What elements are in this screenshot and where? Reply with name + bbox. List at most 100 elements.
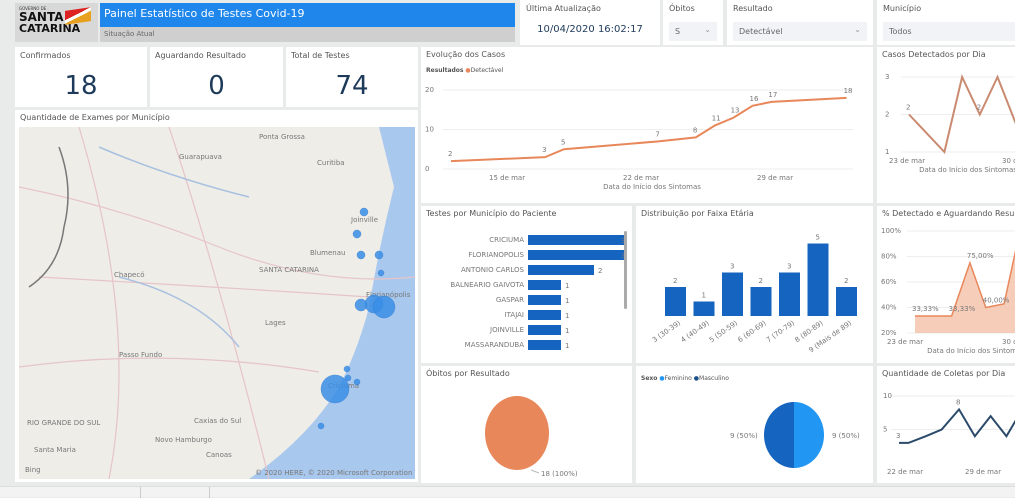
y-tick-label: 20	[425, 86, 434, 94]
bar	[808, 244, 829, 317]
x-tick-label: 23 de mar	[887, 338, 923, 346]
faixa-chart: 23 (30-39)14 (40-49)35 (50-59)26 (60-69)…	[636, 206, 873, 363]
data-label: 2	[759, 277, 763, 285]
data-label: 1	[565, 327, 569, 335]
kpi-label: Total de Testes	[291, 51, 350, 60]
subtitle-bar: Situação Atual	[100, 27, 515, 42]
x-tick-label: 23 de mar	[889, 157, 925, 165]
map-copyright: © 2020 HERE, © 2020 Microsoft Corporatio…	[255, 469, 415, 477]
data-label: 8	[956, 398, 960, 406]
obitos-card: Óbitos por Resultado 18 (100%)	[421, 366, 632, 483]
data-label: 1	[565, 312, 569, 320]
kpi-total-testes: Total de Testes 74	[286, 47, 418, 107]
map-place-label: Guarapuava	[179, 153, 222, 161]
pie-slice-masculino	[764, 402, 794, 468]
category-label: CRICIUMA	[489, 236, 524, 244]
map-place-label: Joinville	[350, 216, 378, 224]
road	[169, 127, 269, 479]
data-label: 1	[565, 282, 569, 290]
page-tab[interactable]	[140, 487, 210, 498]
map-bubble	[318, 423, 324, 429]
chevron-down-icon: ⌄	[704, 25, 711, 34]
y-tick-label: 100%	[881, 227, 901, 235]
x-tick-label: 30 de mar	[1002, 338, 1015, 346]
y-tick-label: 10	[425, 126, 434, 134]
resultado-slicer: Resultado Detectável ⌄	[727, 0, 873, 45]
pct-card: % Detectado e Aguardando Resultado 20%40…	[877, 206, 1015, 363]
map-place-label: RIO GRANDE DO SUL	[27, 419, 100, 427]
coletas-card: Quantidade de Coletas por Dia 51038822 d…	[877, 366, 1015, 483]
category-label: ITAJAI	[505, 311, 524, 319]
data-label: 17	[768, 91, 777, 99]
road	[19, 358, 319, 372]
bar	[528, 340, 561, 350]
map-place-label: Novo Hamburgo	[155, 436, 212, 444]
municipio-chart: CRICIUMA3FLORIANOPOLIS3ANTONIO CARLOS2BA…	[421, 206, 632, 363]
data-label: 16	[750, 95, 759, 103]
municipio-label: Município	[883, 4, 921, 13]
last-update-value: 10/04/2020 16:02:17	[520, 24, 660, 35]
map-bubble	[357, 251, 365, 259]
bar	[528, 310, 561, 320]
last-update-card: Última Atualização 10/04/2020 16:02:17	[520, 0, 660, 45]
y-tick-label: 0	[425, 165, 429, 173]
data-label: 75,00%	[967, 252, 994, 260]
resultado-label: Resultado	[733, 4, 773, 13]
kpi-value: 74	[286, 71, 418, 101]
data-label: 3	[787, 263, 791, 271]
resultado-value: Detectável	[739, 27, 782, 36]
chevron-down-icon: ⌄	[854, 25, 861, 34]
map-place-label: Lages	[265, 319, 286, 327]
last-update-label: Última Atualização	[526, 4, 601, 13]
data-label: 3	[730, 263, 734, 271]
data-label: 9 (50%)	[832, 432, 860, 440]
river	[99, 147, 249, 197]
bar	[722, 273, 743, 317]
map-bubble	[360, 208, 368, 216]
data-label: 2	[448, 150, 452, 158]
x-tick-label: 29 de mar	[965, 468, 1001, 476]
data-label: 1	[565, 342, 569, 350]
y-tick-label: 2	[885, 111, 889, 119]
pie-slice-feminino	[794, 402, 824, 468]
data-label: 18	[844, 87, 853, 95]
map-bubble	[321, 375, 349, 403]
data-label: 18 (100%)	[541, 470, 578, 478]
category-label: 7 (70-79)	[765, 319, 796, 344]
y-tick-label: 5	[883, 426, 887, 434]
kpi-value: 0	[150, 71, 283, 101]
map-bubble	[378, 270, 384, 276]
municipio-dropdown[interactable]: Todos	[883, 22, 1015, 41]
x-tick-label: 15 de mar	[489, 174, 525, 182]
map-place-label: Canoas	[206, 451, 232, 459]
bar	[779, 273, 800, 317]
scrollbar[interactable]	[624, 231, 627, 309]
bar	[528, 325, 561, 335]
leader-line	[531, 470, 539, 473]
map-bubble	[355, 299, 367, 311]
map-title: Quantidade de Exames por Município	[20, 113, 170, 122]
data-label: 40,00%	[983, 297, 1010, 305]
evolucao-card: Evolução dos Casos Resultados ●Detectáve…	[421, 47, 873, 203]
category-label: FLORIANOPOLIS	[468, 251, 524, 259]
obitos-dropdown[interactable]: S⌄	[669, 22, 717, 41]
resultado-dropdown[interactable]: Detectável ⌄	[733, 22, 867, 41]
data-label: 33,33%	[912, 305, 939, 313]
data-label: 3	[542, 146, 546, 154]
y-tick-label: 3	[885, 73, 889, 81]
map-canvas: Ponta GrossaGuarapuavaCuritibaJoinvilleB…	[19, 127, 415, 479]
municipio-slicer: Município Todos	[877, 0, 1015, 45]
category-label: 5 (50-59)	[708, 319, 739, 344]
border-line	[29, 147, 68, 287]
y-tick-label: 60%	[881, 278, 897, 286]
series-line	[899, 409, 1015, 443]
municipio-value: Todos	[889, 27, 912, 36]
category-label: 4 (40-49)	[679, 319, 710, 344]
data-label: 8	[693, 126, 697, 134]
category-label: 6 (60-69)	[736, 319, 767, 344]
